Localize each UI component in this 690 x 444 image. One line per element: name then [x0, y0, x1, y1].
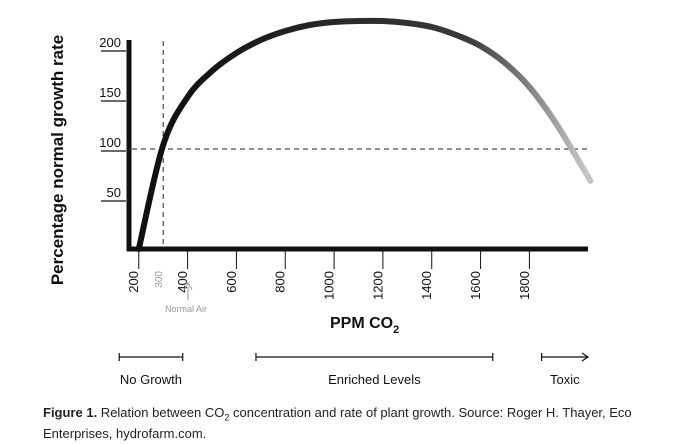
x-tick-label-1200: 1200	[370, 271, 385, 300]
x-tick-label-1000: 1000	[322, 271, 337, 300]
x-tick-label-1400: 1400	[419, 271, 434, 300]
x-axis-label-main: PPM CO	[330, 315, 393, 332]
range-label-1: Enriched Levels	[328, 372, 421, 387]
y-axis-label: Percentage normal growth rate	[48, 35, 67, 285]
x-tick-label-400: 400	[175, 271, 190, 293]
range-label-0: No Growth	[120, 372, 182, 387]
range-arrowhead	[581, 352, 590, 362]
x-tick-label-600: 600	[224, 271, 239, 293]
range-1: Enriched Levels	[255, 353, 494, 387]
x-tick-label-1800: 1800	[517, 271, 532, 300]
y-tick-label-200: 200	[99, 35, 121, 50]
caption-text-after: concentration and rate of plant growth. …	[43, 405, 632, 441]
x-tick-label-200: 200	[126, 271, 141, 293]
series-curve	[135, 17, 594, 252]
figure-caption: Figure 1. Relation between CO2 concentra…	[43, 402, 643, 444]
x-tick-label-300: 300	[154, 271, 165, 288]
caption-sub: 2	[224, 412, 230, 423]
caption-text-before: Relation between CO	[97, 405, 225, 420]
chart: Percentage normal growth rate 50 100 150 20…	[48, 17, 594, 387]
y-tick-label-50: 50	[107, 185, 121, 200]
normal-air-arrowhead	[183, 281, 193, 291]
range-2: Toxic	[541, 352, 590, 387]
normal-air-label: Normal Air	[165, 304, 207, 314]
x-axis-label-sub: 2	[393, 324, 399, 336]
x-tick-label-1600: 1600	[468, 271, 483, 300]
normal-air-annotation: Normal Air	[165, 281, 207, 314]
caption-label: Figure 1.	[43, 405, 98, 420]
range-label-2: Toxic	[550, 372, 580, 387]
x-axis-label: PPM CO2	[330, 315, 399, 336]
range-0: No Growth	[118, 353, 184, 387]
y-tick-label-100: 100	[99, 135, 121, 150]
y-tick-label-150: 150	[99, 85, 121, 100]
x-tick-label-800: 800	[273, 271, 288, 293]
